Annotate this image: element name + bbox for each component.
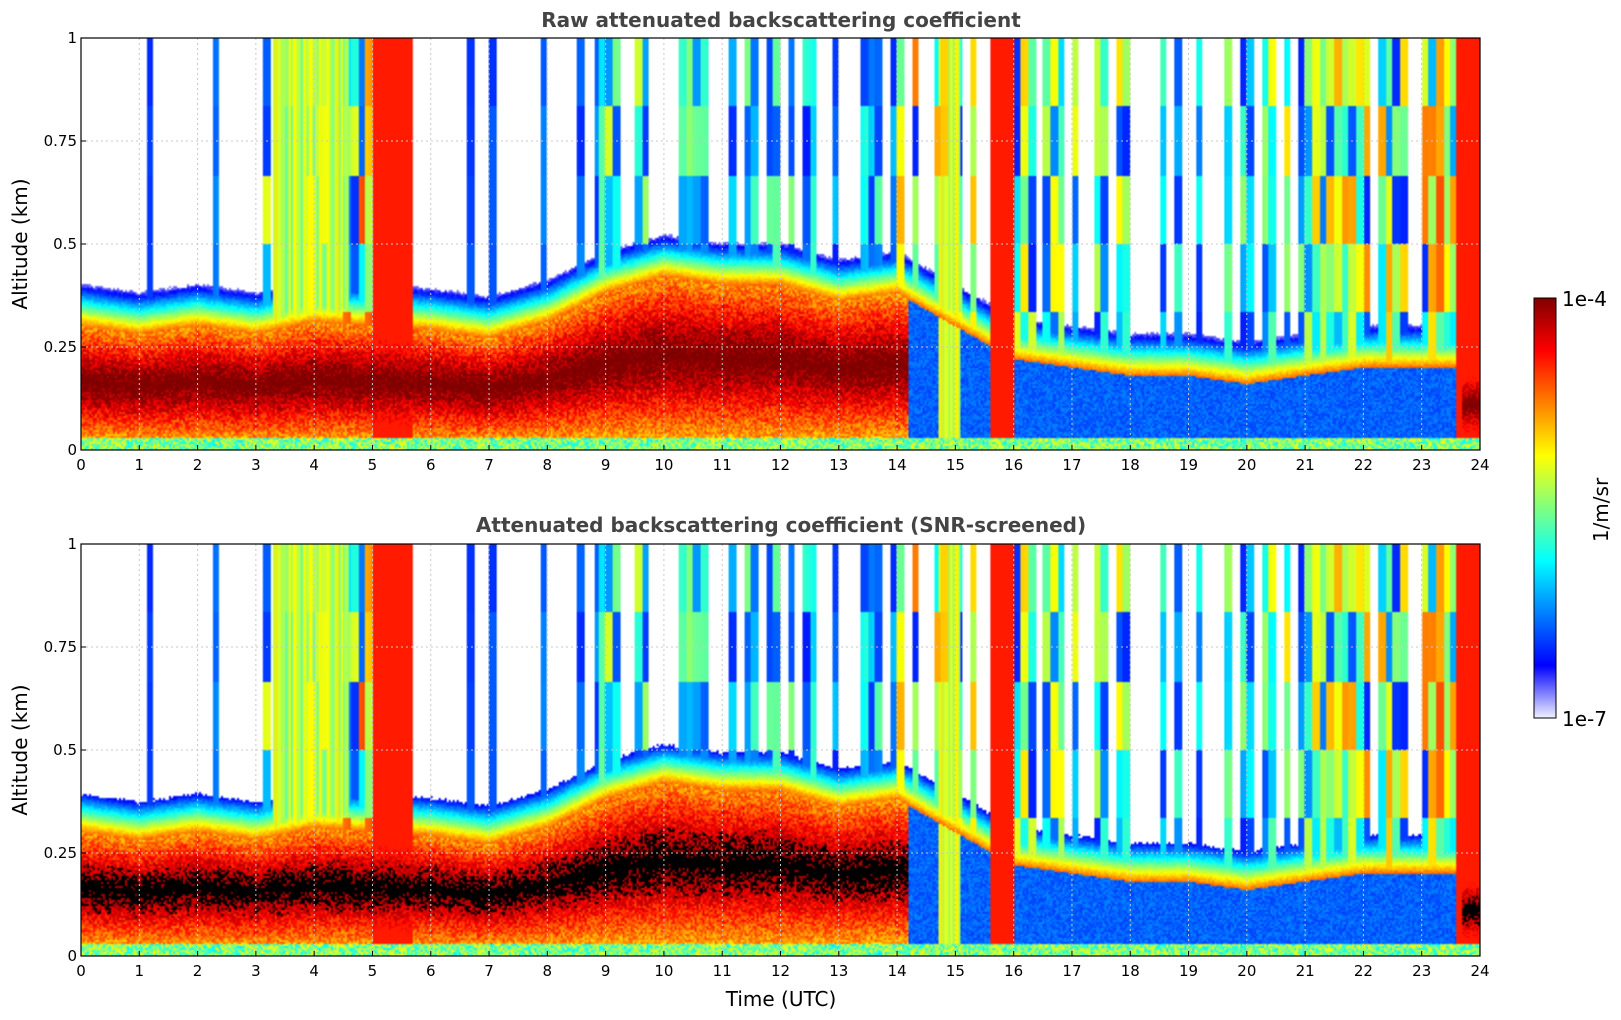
y-tick-label: 0.5 [53, 741, 77, 759]
x-tick-label: 6 [426, 456, 436, 474]
x-tick-label: 19 [1179, 456, 1198, 474]
raw-y-axis-label: Altitude (km) [8, 178, 32, 309]
x-tick-label: 24 [1470, 456, 1489, 474]
x-tick-label: 2 [193, 456, 203, 474]
y-tick-label: 1 [67, 535, 77, 553]
x-tick-label: 9 [601, 962, 611, 980]
y-tick-label: 0.75 [44, 132, 77, 150]
x-tick-label: 21 [1296, 456, 1315, 474]
colorbar-min-label: 1e-7 [1562, 707, 1607, 731]
x-tick-label: 4 [309, 962, 319, 980]
screened-grid [81, 544, 1480, 956]
x-tick-label: 13 [829, 962, 848, 980]
x-tick-label: 1 [135, 962, 145, 980]
x-tick-label: 12 [771, 456, 790, 474]
x-tick-label: 23 [1412, 962, 1431, 980]
x-tick-label: 24 [1470, 962, 1489, 980]
x-tick-label: 0 [76, 456, 86, 474]
raw-backscatter-panel: Raw attenuated backscattering coefficien… [8, 8, 1490, 474]
colorbar-unit-label: 1/m/sr [1589, 477, 1613, 542]
x-tick-label: 3 [251, 962, 261, 980]
x-tick-label: 6 [426, 962, 436, 980]
x-tick-label: 18 [1121, 962, 1140, 980]
screened-y-ticks: 0 0.25 0.5 0.75 1 [44, 535, 86, 965]
y-tick-label: 0 [67, 947, 77, 965]
x-tick-label: 13 [829, 456, 848, 474]
x-axis-label: Time (UTC) [725, 987, 837, 1011]
x-tick-label: 8 [543, 456, 553, 474]
colorbar: 1e-4 1e-7 1/m/sr [1533, 287, 1613, 731]
y-tick-label: 0.5 [53, 235, 77, 253]
x-tick-label: 5 [368, 456, 378, 474]
colorbar-max-label: 1e-4 [1562, 287, 1607, 311]
x-tick-label: 15 [946, 456, 965, 474]
x-tick-label: 12 [771, 962, 790, 980]
x-tick-label: 0 [76, 962, 86, 980]
colorbar-gradient [1534, 298, 1556, 718]
x-tick-label: 16 [1004, 962, 1023, 980]
x-tick-label: 1 [135, 456, 145, 474]
screened-x-ticks: 0 1 2 3 4 5 6 7 8 9 10 11 12 13 14 15 16 17 18 19 20 21 22 23 24 [76, 951, 1490, 980]
x-tick-label: 22 [1354, 962, 1373, 980]
x-tick-label: 3 [251, 456, 261, 474]
screened-y-axis-label: Altitude (km) [8, 684, 32, 815]
x-tick-label: 10 [654, 456, 673, 474]
raw-panel-title: Raw attenuated backscattering coefficien… [541, 8, 1021, 32]
x-tick-label: 5 [368, 962, 378, 980]
y-tick-label: 0.25 [44, 844, 77, 862]
x-tick-label: 20 [1237, 456, 1256, 474]
x-tick-label: 9 [601, 456, 611, 474]
raw-x-ticks: 0 1 2 3 4 5 6 7 8 9 10 11 12 13 14 15 16 17 18 19 20 21 22 23 24 [76, 445, 1490, 474]
x-tick-label: 22 [1354, 456, 1373, 474]
screened-panel-title: Attenuated backscattering coefficient (S… [476, 513, 1086, 537]
x-tick-label: 16 [1004, 456, 1023, 474]
x-tick-label: 17 [1062, 962, 1081, 980]
x-tick-label: 14 [888, 962, 907, 980]
x-tick-label: 15 [946, 962, 965, 980]
x-tick-label: 7 [484, 962, 494, 980]
y-tick-label: 1 [67, 29, 77, 47]
y-tick-label: 0.25 [44, 338, 77, 356]
y-tick-label: 0.75 [44, 638, 77, 656]
x-tick-label: 23 [1412, 456, 1431, 474]
x-tick-label: 18 [1121, 456, 1140, 474]
colorbar-frame [1533, 297, 1557, 719]
x-tick-label: 11 [713, 962, 732, 980]
y-tick-label: 0 [67, 441, 77, 459]
raw-y-ticks: 0 0.25 0.5 0.75 1 [44, 29, 86, 459]
raw-grid [81, 38, 1480, 450]
x-tick-label: 17 [1062, 456, 1081, 474]
x-tick-label: 2 [193, 962, 203, 980]
x-tick-label: 8 [543, 962, 553, 980]
x-tick-label: 7 [484, 456, 494, 474]
x-tick-label: 10 [654, 962, 673, 980]
x-tick-label: 19 [1179, 962, 1198, 980]
x-tick-label: 21 [1296, 962, 1315, 980]
screened-backscatter-panel: Attenuated backscattering coefficient (S… [8, 513, 1490, 1011]
x-tick-label: 11 [713, 456, 732, 474]
x-tick-label: 20 [1237, 962, 1256, 980]
x-tick-label: 4 [309, 456, 319, 474]
x-tick-label: 14 [888, 456, 907, 474]
